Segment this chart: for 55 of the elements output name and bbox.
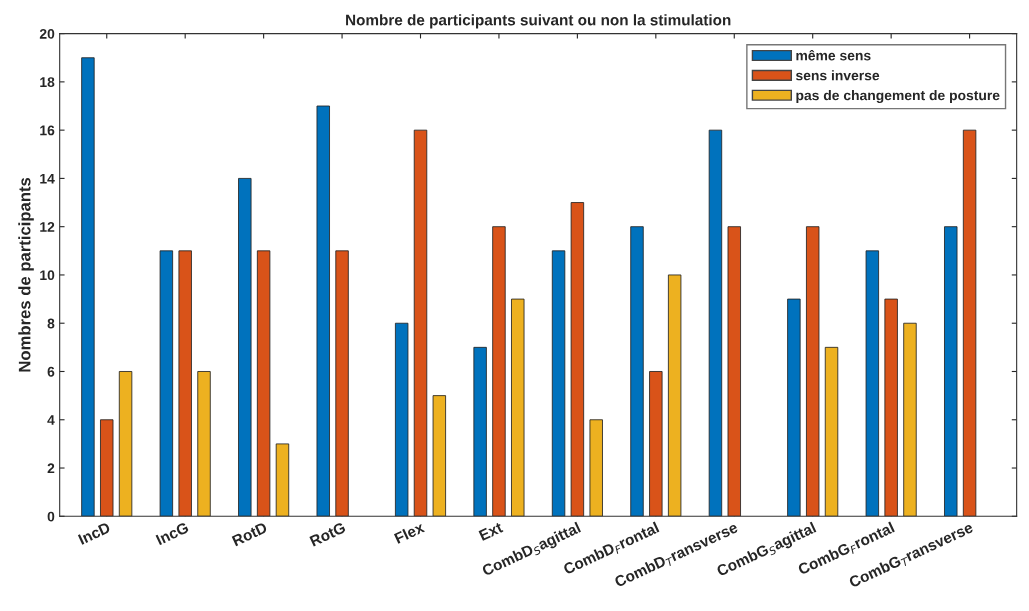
bar [570,202,585,517]
x-tick-label: Ext [478,521,504,541]
bar [551,250,566,517]
y-tick-label: 8 [47,318,55,329]
x-tick-label: RotG [309,521,346,547]
legend-label: pas de changement de posture [796,90,1000,104]
bar [492,226,506,517]
bar [944,226,958,517]
bar [630,226,644,517]
bar [473,346,487,517]
bar [865,250,880,517]
y-tick-label: 10 [40,270,55,281]
y-tick-label: 12 [40,222,55,232]
bar [432,395,447,517]
bar [511,298,525,517]
x-tick-label: IncD [77,521,111,545]
bar [806,226,820,517]
bar [884,298,898,517]
x-tick-label: Flex [393,521,426,544]
y-tick-label: 4 [47,415,55,425]
bar [903,322,917,517]
bar [118,371,133,517]
bar [962,129,977,517]
bar [394,322,409,517]
bar [824,346,839,517]
bar [727,226,741,517]
bar [197,371,211,517]
bar [159,250,174,517]
chart-title: Nombre de participants suivant ou non la stimulation [346,14,731,29]
y-tick-label: 14 [40,173,55,184]
y-tick-label: 18 [40,77,55,88]
y-tick-label: 2 [47,463,55,474]
legend-label: sens inverse [795,70,880,81]
legend-label: même sens [796,49,871,61]
bar [708,129,723,517]
bar [787,298,801,517]
y-tick-label: 6 [47,366,55,377]
bar [100,419,114,517]
y-tick-label: 0 [47,511,55,522]
x-tick-label: IncG [155,521,190,546]
bar [256,250,271,517]
y-tick-label: 20 [39,28,55,39]
bar [589,419,603,517]
bar [413,129,428,517]
bar [81,57,95,517]
bar [335,250,349,517]
y-tick-label: 16 [40,125,55,136]
x-tick-label: RotD [231,521,268,547]
bar [238,177,252,517]
bar [275,443,290,517]
bar [649,371,663,517]
bar [316,105,330,517]
y-axis-title: Nombres de participants [18,177,34,372]
bar [667,274,682,517]
bar [178,250,192,517]
